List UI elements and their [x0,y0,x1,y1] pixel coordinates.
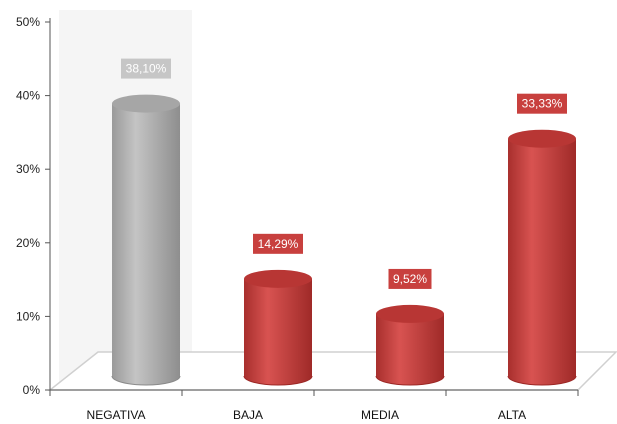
data-label-text: 9,52% [393,272,427,286]
y-tick-label: 30% [16,162,40,176]
bar-base [243,375,313,386]
bar-base [375,375,445,386]
data-label: 33,33% [517,93,567,114]
data-label-text: 14,29% [258,237,299,251]
bar-top [508,129,576,148]
data-label-box [517,93,567,114]
data-label-text: 33,33% [522,97,563,111]
bar-body [112,103,180,385]
bar-alta [507,129,577,386]
x-category-label: ALTA [498,408,526,422]
bar-base [111,375,181,386]
bar-top [376,304,444,323]
x-category-label: BAJA [233,408,263,422]
bar-negativa [111,94,181,386]
data-label: 38,10% [121,58,171,79]
bar-top [244,269,312,288]
y-tick-label: 40% [16,89,40,103]
y-tick-label: 10% [16,309,40,323]
data-label-text: 38,10% [126,62,167,76]
data-label: 14,29% [253,233,303,254]
data-label-box [253,233,303,254]
x-category-label: NEGATIVA [87,408,146,422]
x-category-label: MEDIA [361,408,399,422]
bar-body [244,278,312,385]
y-tick-label: 20% [16,236,40,250]
bar-base [507,375,577,386]
data-label-box [388,268,432,289]
y-tick-label: 50% [16,15,40,29]
y-tick-label: 0% [23,383,41,397]
bar-top [112,94,180,113]
bar-baja [243,269,313,386]
bar-media [375,304,445,386]
bar-body [508,138,576,385]
data-label-box [121,58,171,79]
data-label: 9,52% [388,268,432,289]
bar-body [376,313,444,385]
